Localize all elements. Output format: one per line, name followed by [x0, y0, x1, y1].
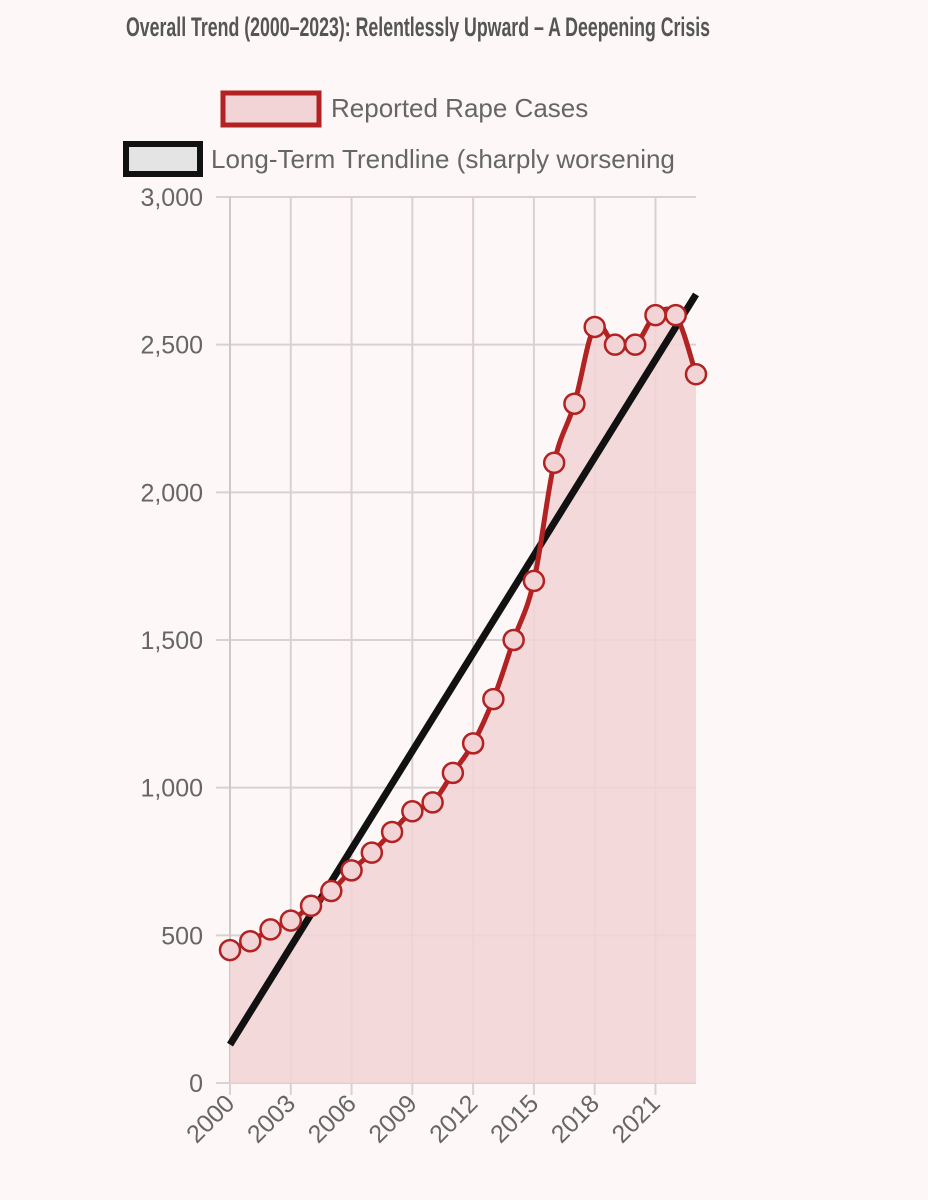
- data-point[interactable]: [279, 909, 303, 932]
- chart-title: Overall Trend (2000–2023): Relentlessly …: [126, 12, 710, 42]
- legend: Reported Rape Cases Long-Term Trendline …: [123, 90, 675, 177]
- data-point[interactable]: [299, 894, 323, 918]
- x-tick-label: 2015: [485, 1089, 544, 1148]
- x-tick-label: 2006: [303, 1089, 362, 1148]
- data-point[interactable]: [259, 918, 282, 941]
- legend-swatch-reported: [220, 90, 322, 128]
- legend-label-reported: Reported Rape Cases: [331, 93, 588, 123]
- x-axis: 2000 2003 2006 2009 2012 2015 2018 2021: [181, 1089, 666, 1148]
- y-tick-label: 0: [189, 1070, 203, 1098]
- data-point[interactable]: [542, 451, 566, 475]
- area-layer: [230, 308, 696, 1083]
- y-tick-label: 3,000: [140, 184, 203, 212]
- data-point[interactable]: [603, 333, 627, 356]
- data-point[interactable]: [522, 569, 546, 593]
- data-point[interactable]: [360, 841, 384, 864]
- y-axis: 0 500 1,000 1,500 2,000 2,500 3,000: [140, 184, 203, 1098]
- data-point[interactable]: [563, 392, 586, 415]
- data-point[interactable]: [380, 820, 404, 844]
- y-tick-label: 1,000: [140, 775, 203, 803]
- legend-swatch-trendline: [123, 141, 203, 177]
- data-point[interactable]: [644, 303, 667, 327]
- y-tick-label: 500: [161, 922, 203, 950]
- x-tick-label: 2003: [242, 1089, 301, 1148]
- points-layer: [218, 303, 708, 962]
- data-point[interactable]: [441, 761, 465, 785]
- legend-label-trendline: Long-Term Trendline (sharply worsening: [211, 144, 675, 174]
- data-point[interactable]: [421, 791, 444, 814]
- legend-item-trendline[interactable]: Long-Term Trendline (sharply worsening: [123, 141, 675, 177]
- x-tick-label: 2009: [363, 1089, 422, 1148]
- data-point[interactable]: [623, 333, 647, 356]
- y-tick-label: 2,000: [140, 479, 203, 507]
- data-point[interactable]: [664, 303, 687, 327]
- data-point[interactable]: [684, 362, 708, 386]
- area-fill-reported: [230, 308, 696, 1083]
- x-tick-label: 2000: [181, 1089, 240, 1148]
- legend-item-reported[interactable]: Reported Rape Cases: [220, 90, 588, 128]
- data-point[interactable]: [482, 687, 505, 711]
- data-point[interactable]: [340, 859, 363, 882]
- data-point[interactable]: [401, 800, 424, 823]
- data-point[interactable]: [461, 732, 485, 755]
- y-tick-label: 1,500: [140, 627, 203, 655]
- trend-layer: [227, 292, 699, 1047]
- data-point[interactable]: [218, 938, 242, 962]
- x-tick-label: 2021: [607, 1089, 666, 1148]
- data-point[interactable]: [502, 628, 525, 652]
- data-point[interactable]: [239, 929, 262, 953]
- data-point[interactable]: [583, 315, 606, 339]
- series-line-trendline: [227, 292, 699, 1047]
- data-point[interactable]: [320, 879, 343, 903]
- y-tick-label: 2,500: [140, 332, 203, 360]
- x-tick-label: 2018: [546, 1089, 605, 1148]
- x-tick-label: 2012: [424, 1089, 483, 1148]
